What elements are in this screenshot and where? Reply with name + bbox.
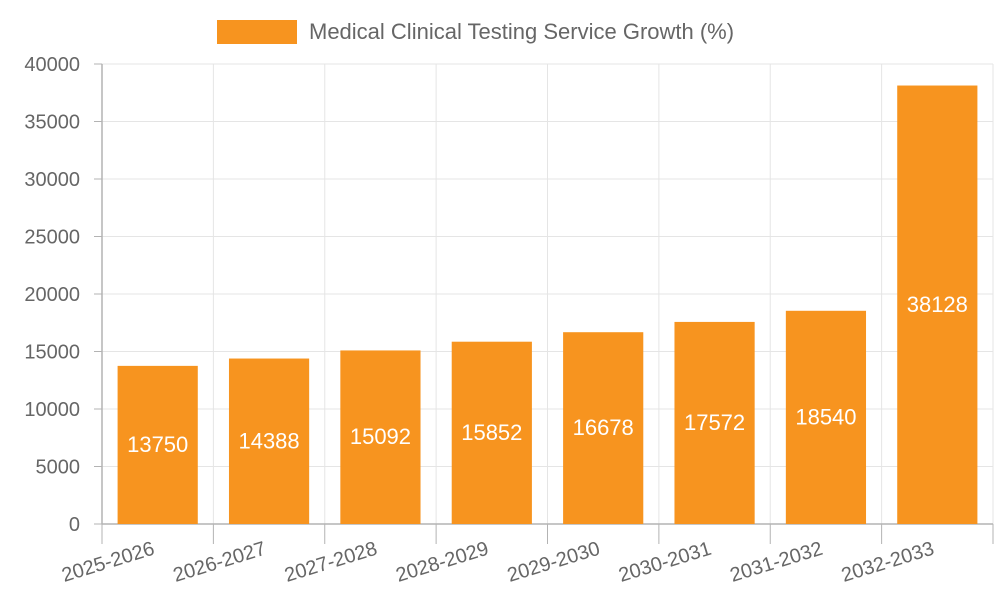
x-tick-label: 2030-2031 (616, 538, 714, 587)
x-tick-label: 2032-2033 (839, 538, 937, 587)
bar (340, 350, 421, 524)
data-label: 13750 (127, 432, 188, 457)
legend[interactable]: Medical Clinical Testing Service Growth … (217, 19, 734, 44)
data-label: 15852 (461, 420, 522, 445)
bar (785, 310, 867, 524)
y-tick-label: 25000 (24, 227, 80, 249)
y-tick-label: 30000 (24, 169, 80, 191)
grid (102, 63, 994, 524)
data-label: 17572 (684, 410, 745, 435)
legend-swatch (217, 20, 297, 44)
x-axis-tick-labels: 2025-2026 2026-2027 2027-2028 2028-2029 2029… (59, 538, 937, 587)
data-label: 18540 (795, 404, 856, 429)
x-tick-label: 2031-2032 (727, 538, 825, 587)
y-tick-label: 40000 (24, 54, 80, 76)
y-tick-label: 5000 (36, 457, 81, 479)
data-label: 38128 (907, 292, 968, 317)
bar (228, 358, 310, 524)
x-tick-label: 2027-2028 (282, 538, 380, 587)
y-tick-label: 20000 (24, 284, 80, 306)
bar (451, 341, 532, 524)
data-labels: 13750 14388 15092 15852 16678 17572 18540 38128 (127, 292, 968, 457)
data-label: 16678 (573, 415, 634, 440)
legend-label: Medical Clinical Testing Service Growth … (309, 19, 734, 44)
bar (117, 365, 198, 524)
x-tick-label: 2026-2027 (171, 538, 269, 587)
bar (897, 85, 978, 524)
x-tick-label: 2029-2030 (505, 538, 603, 587)
data-label: 15092 (350, 424, 411, 449)
y-tick-label: 35000 (24, 112, 80, 134)
data-label: 14388 (238, 428, 299, 453)
bar-series (117, 85, 978, 524)
y-tick-label: 15000 (24, 342, 80, 364)
x-tick-label: 2028-2029 (393, 538, 491, 587)
bar (563, 332, 644, 524)
y-axis-tick-labels: 0 5000 10000 15000 20000 25000 30000 35000 40000 (24, 54, 80, 536)
y-tick-label: 0 (69, 514, 80, 536)
y-tick-label: 10000 (24, 399, 80, 421)
bar (674, 321, 755, 524)
x-tick-label: 2025-2026 (59, 538, 157, 587)
